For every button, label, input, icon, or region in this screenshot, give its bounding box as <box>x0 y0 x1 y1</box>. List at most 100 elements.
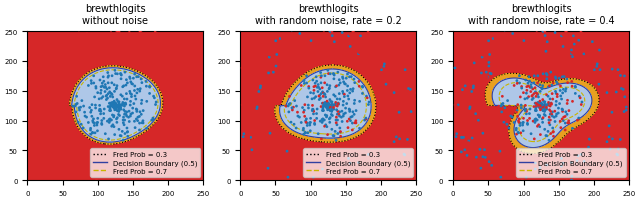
Point <box>321 102 332 105</box>
Point <box>556 173 566 176</box>
Point <box>621 139 632 142</box>
Point <box>332 124 342 127</box>
Point <box>518 122 528 125</box>
Point <box>320 105 330 108</box>
Point <box>113 105 124 108</box>
Point <box>361 118 371 121</box>
Point <box>572 172 582 175</box>
Point <box>318 106 328 109</box>
Point <box>311 76 321 79</box>
Point <box>329 135 339 138</box>
Point <box>330 103 340 106</box>
Point <box>95 113 106 116</box>
Point <box>111 105 121 108</box>
Point <box>492 142 502 145</box>
Point <box>351 109 361 113</box>
Point <box>574 95 584 98</box>
Point <box>531 185 541 189</box>
Point <box>71 103 81 106</box>
Point <box>499 59 509 63</box>
Point <box>335 24 345 27</box>
Point <box>317 121 327 124</box>
Point <box>115 106 125 109</box>
Point <box>525 86 535 89</box>
Point <box>321 106 331 109</box>
Point <box>469 62 479 65</box>
Point <box>496 176 506 179</box>
Point <box>534 106 544 109</box>
Point <box>588 41 598 44</box>
Point <box>124 32 134 35</box>
Point <box>559 116 569 119</box>
Point <box>621 106 632 109</box>
Point <box>510 26 520 30</box>
Point <box>556 95 566 98</box>
Point <box>112 105 122 108</box>
Point <box>389 92 399 95</box>
Point <box>268 71 278 74</box>
Point <box>513 131 524 134</box>
Point <box>120 132 130 135</box>
Point <box>307 108 317 111</box>
Point <box>164 39 175 42</box>
Point <box>531 119 541 123</box>
Point <box>353 49 364 52</box>
Point <box>319 103 330 106</box>
Point <box>109 166 120 169</box>
Point <box>291 105 301 108</box>
Point <box>299 80 309 83</box>
Point <box>568 56 578 59</box>
Point <box>169 45 179 48</box>
Point <box>542 74 552 77</box>
Point <box>75 151 85 154</box>
Point <box>167 155 177 159</box>
Point <box>541 94 552 97</box>
Point <box>478 66 488 69</box>
Point <box>541 73 552 76</box>
Point <box>403 120 413 123</box>
Point <box>518 130 528 133</box>
Point <box>318 185 328 189</box>
Point <box>141 159 152 162</box>
Point <box>329 74 339 77</box>
Point <box>38 59 48 62</box>
Point <box>495 52 506 55</box>
Point <box>556 85 566 88</box>
Point <box>503 165 513 168</box>
Point <box>529 157 539 160</box>
Point <box>532 119 542 122</box>
Point <box>339 81 349 84</box>
Point <box>31 136 41 140</box>
Point <box>330 104 340 107</box>
Point <box>554 102 564 106</box>
Point <box>105 185 115 189</box>
Point <box>110 69 120 73</box>
Point <box>398 130 408 133</box>
Point <box>332 102 342 106</box>
Point <box>562 179 572 182</box>
Point <box>115 114 125 118</box>
Point <box>387 59 397 62</box>
Point <box>31 89 42 92</box>
Point <box>166 60 177 63</box>
Point <box>454 77 464 81</box>
Point <box>393 68 403 71</box>
Point <box>541 50 551 54</box>
Point <box>540 103 550 106</box>
Point <box>363 41 373 44</box>
Point <box>284 95 294 98</box>
Point <box>50 167 60 170</box>
Point <box>558 119 568 123</box>
Point <box>603 49 613 52</box>
Point <box>536 105 547 108</box>
Point <box>335 98 345 101</box>
Point <box>338 92 348 96</box>
Point <box>86 82 97 86</box>
Point <box>445 85 456 88</box>
Point <box>562 30 572 33</box>
Point <box>132 46 143 49</box>
Point <box>115 104 125 107</box>
Point <box>356 169 366 172</box>
Point <box>333 71 343 74</box>
Point <box>322 103 332 106</box>
